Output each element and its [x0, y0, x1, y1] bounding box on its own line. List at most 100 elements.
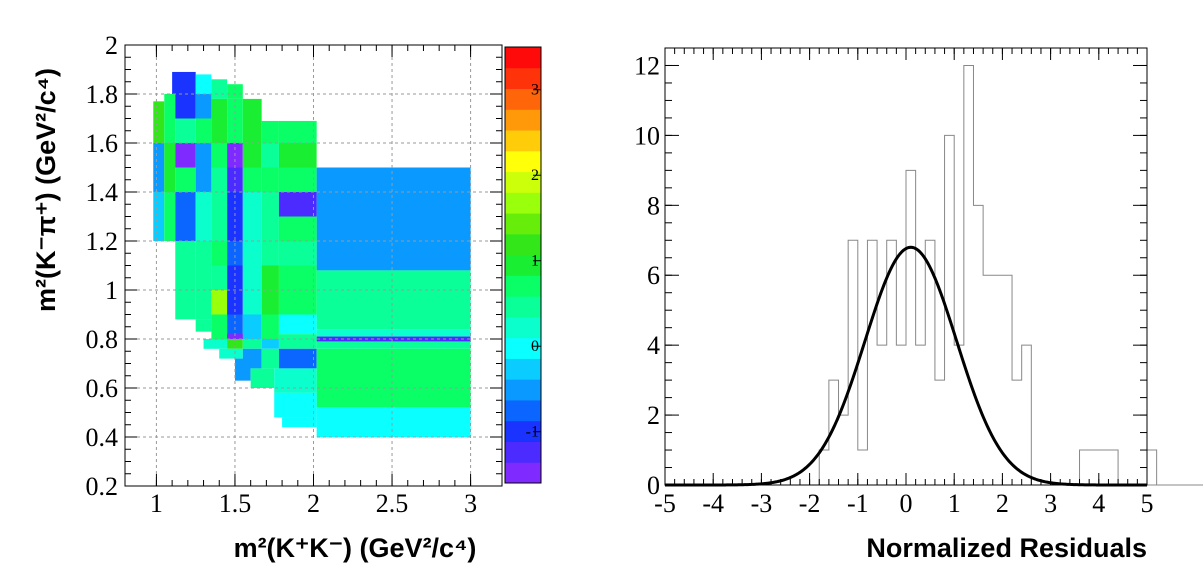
palette-swatch [505, 130, 541, 152]
palette-swatch [505, 213, 541, 235]
heatmap-cell [195, 265, 212, 320]
heatmap-cell [153, 101, 165, 143]
heatmap-cell [316, 407, 471, 437]
heatmap-cell [211, 98, 228, 119]
x-tick-label: -1 [847, 489, 869, 518]
heatmap-cell [211, 290, 228, 315]
heatmap-cell [211, 118, 228, 143]
heatmap-cell [175, 241, 196, 266]
heatmap-cell [195, 167, 212, 192]
heatmap-cell [250, 368, 275, 388]
x-axis-ticks: 1 1.5 2 2.5 3 [150, 45, 477, 518]
palette-swatch [505, 379, 541, 401]
palette-swatch [505, 462, 541, 484]
y-tick-label: 0.6 [86, 374, 119, 403]
x-tick-label: 2.5 [376, 489, 409, 518]
heatmap-cell [261, 120, 279, 143]
heatmap-cell [195, 241, 212, 266]
heatmap-cell [316, 341, 471, 349]
heatmap-cell [278, 216, 317, 241]
y-tick-label: 0.4 [86, 423, 119, 452]
heatmap-cell [316, 167, 471, 271]
heatmap-cell [211, 265, 228, 290]
palette-swatch [505, 316, 541, 339]
heatmap-cell [195, 118, 212, 143]
heatmap-cell [234, 358, 251, 381]
palette-tick-label: 2 [531, 167, 539, 184]
y-tick-label: 1.2 [86, 227, 119, 256]
heatmap-cell [195, 143, 212, 168]
heatmap-cell [242, 167, 262, 192]
x-axis-ticks: -5 -4 -3 -2 -1 0 1 2 3 4 5 [654, 48, 1154, 518]
y-tick-label: 1.8 [86, 80, 119, 109]
heatmap-cell [242, 192, 262, 241]
palette-swatch [505, 67, 541, 90]
palette-tick-label: 3 [531, 82, 539, 99]
palette-swatch [505, 192, 541, 214]
heatmap-cell [227, 314, 243, 339]
heatmap-cell [278, 241, 317, 266]
heatmap-cell [211, 143, 228, 168]
x-tick-label: 3 [464, 489, 477, 518]
heatmap-cell [278, 192, 317, 217]
heatmap-cell [175, 143, 196, 168]
heatmap-cell [278, 167, 317, 192]
heatmap-cell [172, 71, 196, 94]
heatmap-cell [274, 368, 317, 393]
y-tick-label: 12 [634, 51, 660, 80]
y-axis-title: m²(K⁻π⁺) (GeV²/c⁴) [31, 68, 61, 312]
palette-swatch [505, 88, 541, 110]
heatmap-cell [219, 348, 243, 359]
x-axis-title: Normalized Residuals [866, 533, 1147, 563]
palette-tick-label: 0 [531, 338, 539, 355]
heatmap-cell [282, 417, 317, 428]
palette-ticks: -1 0 1 2 3 [526, 82, 541, 441]
heatmap-cell [164, 143, 176, 192]
x-tick-label: 3 [1044, 489, 1057, 518]
heatmap-cell [261, 241, 279, 266]
heatmap-cell [175, 167, 196, 192]
x-tick-label: 1 [948, 489, 961, 518]
heatmap-cell [164, 94, 176, 143]
palette-tick-label: -1 [526, 424, 539, 441]
y-tick-label: 2 [647, 401, 660, 430]
y-tick-label: 10 [634, 121, 660, 150]
x-tick-label: -5 [654, 489, 676, 518]
heatmap-cell [211, 167, 228, 192]
heatmap-cell [195, 94, 212, 119]
heatmap-cell [195, 74, 212, 94]
x-tick-label: 2 [307, 489, 320, 518]
heatmap-cell [227, 98, 243, 119]
y-tick-label: 4 [647, 331, 660, 360]
heatmap-cell [211, 192, 228, 241]
heatmap-cell [211, 79, 228, 99]
palette-swatch [505, 150, 541, 173]
heatmap-cell [316, 270, 471, 330]
x-tick-label: 4 [1092, 489, 1105, 518]
dalitz-residual-map: 1 1.5 2 2.5 3 0.2 0.4 0.6 0.8 1 1.2 1.4 1.6 1.8 2 -1 0… [31, 31, 542, 563]
palette-swatch [505, 420, 541, 442]
heatmap-cell [211, 314, 228, 339]
heatmap-cell [175, 192, 196, 241]
palette-frame [504, 46, 542, 484]
y-tick-label: 1 [105, 276, 118, 305]
heatmap-cells [153, 71, 471, 437]
heatmap-cell [316, 329, 471, 337]
heatmap-cell [278, 348, 317, 369]
x-axis-title: m²(K⁺K⁻) (GeV²/c⁴) [234, 533, 477, 563]
heatmap-cell [153, 143, 165, 192]
palette-swatch [505, 233, 541, 256]
heatmap-cell [261, 192, 279, 241]
heatmap-cell [242, 143, 262, 168]
palette-swatch [505, 399, 541, 422]
y-axis-ticks: 0 2 4 6 8 10 12 [634, 47, 1147, 500]
heatmap-cell [164, 192, 176, 241]
palette-swatch [505, 47, 541, 69]
heatmap-cell [274, 392, 317, 418]
y-tick-label: 2 [105, 31, 118, 60]
heatmap-cell [227, 84, 243, 99]
heatmap-cell [227, 334, 243, 339]
heatmap-cell [195, 192, 212, 241]
